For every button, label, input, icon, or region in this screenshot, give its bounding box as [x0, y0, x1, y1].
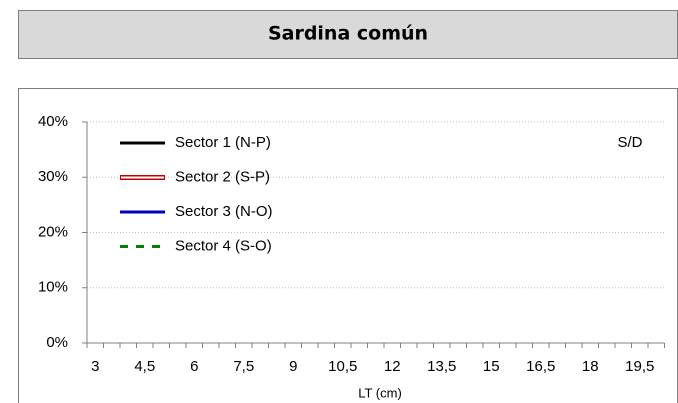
chart-title: Sardina común: [268, 23, 428, 45]
y-tick-label: 40%: [38, 113, 68, 130]
x-tick-label: 6: [190, 358, 198, 375]
x-tick-label: 16,5: [526, 358, 555, 375]
y-tick-label: 20%: [38, 223, 68, 240]
x-tick-label: 10,5: [328, 358, 357, 375]
x-tick-label: 12: [384, 358, 401, 375]
x-tick-label: 4,5: [134, 358, 155, 375]
legend-label: Sector 3 (N-O): [175, 203, 273, 220]
legend-label: Sector 2 (S-P): [175, 168, 270, 185]
x-tick-label: 13,5: [427, 358, 456, 375]
y-tick-label: 30%: [38, 168, 68, 185]
legend-label: Sector 4 (S-O): [175, 237, 272, 254]
chart-box: [18, 88, 678, 403]
x-tick-label: 15: [483, 358, 500, 375]
x-tick-label: 9: [289, 358, 297, 375]
x-axis-label: LT (cm): [358, 385, 402, 400]
x-tick-label: 19,5: [625, 358, 654, 375]
y-tick-label: 10%: [38, 279, 68, 296]
annotation: S/D: [617, 134, 642, 151]
legend-label: Sector 1 (N-P): [175, 134, 271, 151]
x-tick-label: 7,5: [233, 358, 254, 375]
title-box: [18, 10, 678, 59]
y-tick-label: 0%: [46, 334, 68, 351]
x-tick-label: 18: [582, 358, 599, 375]
x-tick-label: 3: [91, 358, 99, 375]
